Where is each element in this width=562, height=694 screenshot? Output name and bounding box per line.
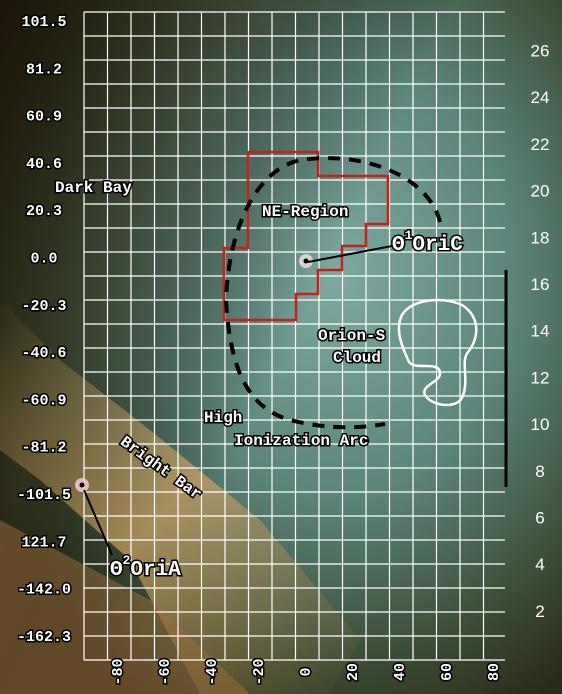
right-axis-label: 14	[531, 322, 550, 341]
left-axis-label: 101.5	[21, 14, 66, 31]
superscript: 2	[123, 553, 131, 568]
left-axis-label: 60.9	[26, 109, 62, 126]
bottom-axis-label: 20	[345, 663, 362, 681]
bottom-axis-label: -20	[251, 658, 268, 685]
pointer	[83, 489, 113, 556]
annotation: Θ1OriC	[392, 228, 463, 256]
bottom-axis-label: 40	[392, 663, 409, 681]
left-axis-label: -40.6	[21, 345, 66, 362]
orion-s-outline	[397, 298, 478, 407]
right-axis-label: 24	[531, 88, 550, 107]
right-axis-label: 18	[531, 228, 550, 247]
bottom-axis-label: -40	[204, 658, 221, 685]
left-axis-label: -101.5	[17, 487, 71, 504]
lower-glow	[0, 520, 250, 694]
left-axis-label: -81.2	[21, 440, 66, 457]
left-axis-label: 20.3	[26, 203, 62, 220]
annotation: Ionization Arc	[234, 432, 368, 450]
symbol: Θ	[392, 234, 405, 257]
bottom-axis-label: -60	[157, 658, 174, 685]
star-theta1	[303, 258, 309, 264]
right-axis-label: 22	[531, 135, 550, 154]
annotation: Θ2OriA	[110, 553, 181, 581]
left-axis-label: 0.0	[30, 250, 57, 267]
symbol: Θ	[110, 559, 123, 582]
bottom-axis-label: 80	[486, 663, 503, 681]
annotation: Dark Bay	[55, 179, 132, 197]
bright-bar-glow	[0, 300, 360, 694]
right-axis-label: 2	[535, 602, 544, 621]
left-axis-label: -20.3	[21, 298, 66, 315]
left-axis-label: 81.2	[26, 61, 62, 78]
right-axis-label: 6	[535, 508, 544, 527]
superscript: 1	[405, 228, 413, 243]
annotation: Cloud	[333, 349, 381, 367]
left-axis-label: -60.9	[21, 392, 66, 409]
bottom-axis-label: 0	[298, 667, 315, 676]
star-name: OriC	[412, 234, 463, 257]
right-axis-label: 26	[531, 41, 550, 60]
pointer	[307, 245, 393, 263]
bottom-axis-label: 60	[439, 663, 456, 681]
ne-region-outline	[222, 150, 390, 322]
right-axis-label: 8	[535, 462, 544, 481]
right-axis-label: 10	[531, 415, 550, 434]
annotation: High	[204, 409, 242, 427]
star-name: OriA	[130, 559, 181, 582]
high-ionization-arc	[223, 156, 442, 430]
right-axis-label: 16	[531, 275, 550, 294]
right-axis-label: 20	[531, 182, 550, 201]
annotation: NE-Region	[262, 203, 348, 221]
grid	[83, 11, 505, 661]
bottom-axis-label: -80	[110, 658, 127, 685]
annotation: Orion-S	[318, 327, 386, 345]
left-axis-label: 40.6	[26, 156, 62, 173]
right-axis-label: 4	[535, 555, 544, 574]
left-axis-label: -142.0	[17, 582, 71, 599]
right-axis-label: 12	[531, 368, 550, 387]
left-axis-label: -162.3	[17, 629, 71, 646]
left-axis-label: 121.7	[21, 534, 66, 551]
star-theta2	[79, 482, 85, 488]
